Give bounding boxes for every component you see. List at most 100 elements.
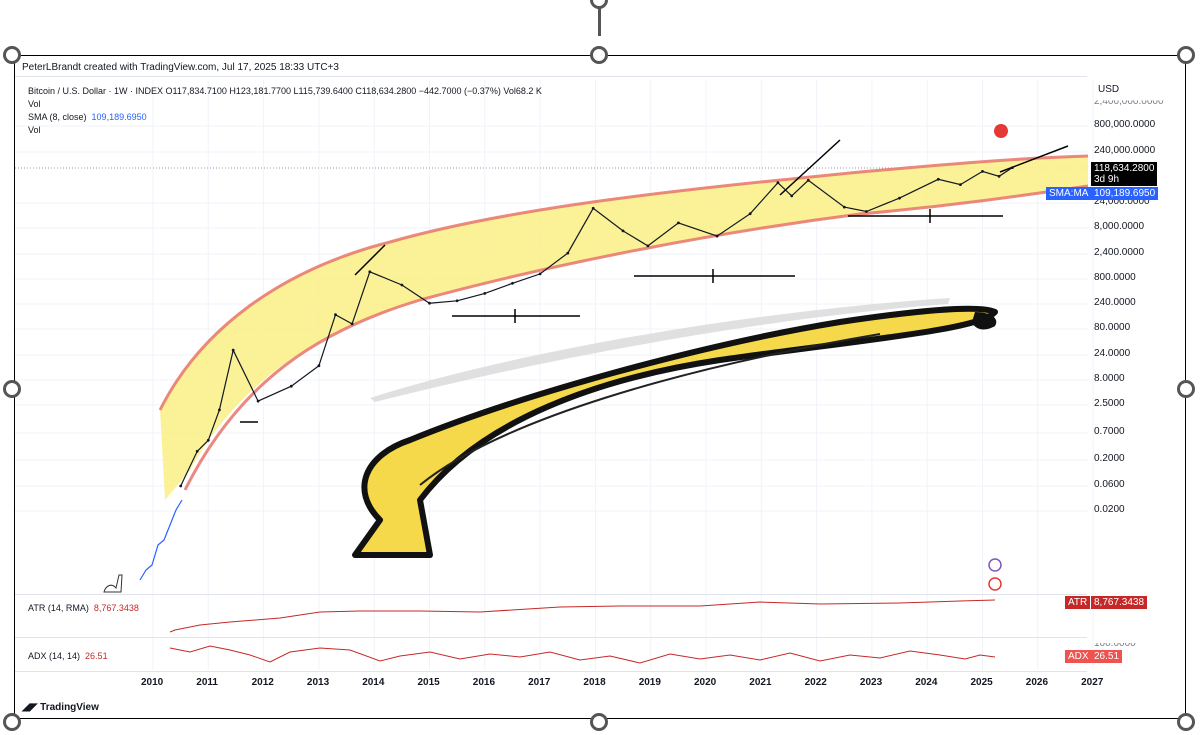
price-point-12 [428, 301, 431, 305]
price-point-29 [898, 196, 901, 200]
time-axis-label: 2021 [749, 677, 772, 688]
resize-handle-middle-right[interactable] [1177, 380, 1195, 398]
resize-handle-middle-left[interactable] [3, 380, 21, 398]
time-axis-label: 2025 [970, 677, 993, 688]
time-axis-label: 2020 [694, 677, 717, 688]
vol-legend-2: Vol [28, 125, 41, 135]
atr-legend[interactable]: ATR (14, RMA) 8,767.3438 [28, 603, 139, 613]
price-point-20 [646, 244, 650, 248]
price-point-26 [806, 178, 810, 182]
atr-legend-label: ATR (14, RMA) [28, 603, 89, 613]
price-point-21 [677, 221, 680, 225]
last-price-tag: 118,634.2800 3d 9h [1091, 162, 1158, 186]
time-axis-label: 2027 [1081, 677, 1104, 688]
price-label-top-partial: 2,400,000.0000 [1094, 96, 1164, 107]
price-point-4 [231, 348, 235, 352]
atr-legend-value: 8,767.3438 [93, 603, 139, 613]
time-axis-label: 2024 [915, 677, 938, 688]
price-point-19 [621, 229, 625, 233]
adx-legend[interactable]: ADX (14, 14) 26.51 [28, 651, 108, 661]
sma-legend[interactable]: SMA (8, close) 109,189.6950 [28, 112, 147, 122]
price-point-0 [179, 484, 183, 488]
resize-handle-bottom-left[interactable] [3, 713, 21, 731]
price-axis-label: 0.0200 [1094, 504, 1125, 515]
price-axis-label: 24,000.0000 [1094, 196, 1150, 207]
adx-legend-value: 26.51 [85, 651, 108, 661]
price-point-18 [591, 206, 595, 210]
resize-stem [598, 0, 601, 36]
tradingview-logo[interactable]: ◢◤ TradingView [22, 702, 99, 713]
resize-handle-top-left[interactable] [3, 46, 21, 64]
price-point-3 [218, 408, 221, 412]
trend-line-2013 [354, 244, 386, 276]
resize-handle-top-center[interactable] [590, 46, 608, 64]
time-axis-label: 2013 [306, 677, 330, 688]
sma-axis-tag-value: 109,189.6950 [1091, 187, 1159, 200]
trend-line-2021 [779, 139, 841, 196]
price-point-27 [842, 205, 846, 209]
price-point-15 [511, 281, 514, 285]
price-axis-label: 0.2000 [1094, 453, 1125, 464]
price-point-30 [936, 177, 940, 181]
time-axis-divider [15, 671, 1087, 672]
time-axis-label: 2023 [859, 677, 883, 688]
price-point-32 [981, 170, 984, 173]
time-axis-label: 2016 [472, 677, 496, 688]
alert-emoji-icon [994, 124, 1008, 138]
time-axis-label: 2026 [1025, 677, 1049, 688]
adx-axis-tag: ADX [1065, 650, 1092, 663]
sma-axis-tag-label: SMA:MA [1046, 187, 1092, 200]
price-point-11 [400, 283, 404, 287]
lightning-icon [988, 558, 1002, 572]
time-axis-label: 2011 [196, 677, 218, 688]
price-point-10 [368, 270, 372, 274]
time-axis-label: 2012 [251, 677, 274, 688]
price-point-34 [1011, 166, 1014, 170]
banana-shadow [370, 298, 950, 402]
adx-line [169, 645, 996, 664]
price-point-25 [790, 194, 794, 198]
price-point-9 [350, 322, 354, 326]
time-axis-label: 2010 [141, 677, 164, 688]
price-point-24 [776, 181, 780, 185]
price-point-6 [289, 384, 293, 388]
price-axis-label: 80.0000 [1094, 322, 1131, 333]
channel-upper-edge [158, 154, 1089, 411]
chart-credit: PeterLBrandt created with TradingView.co… [22, 62, 339, 73]
price-point-23 [748, 212, 752, 216]
time-axis-label: 2015 [417, 677, 440, 688]
symbol-legend[interactable]: Bitcoin / U.S. Dollar · 1W · INDEX O117,… [28, 86, 542, 96]
resize-handle-top-right[interactable] [1177, 46, 1195, 64]
atr-line [169, 599, 996, 633]
price-axis-label: 240.0000 [1094, 297, 1136, 308]
price-point-16 [538, 272, 542, 276]
banana-ridge [419, 333, 881, 486]
price-axis-label: 800,000.0000 [1094, 119, 1156, 130]
sma-legend-label: SMA (8, close) [28, 112, 87, 122]
time-axis-label: 2019 [638, 677, 661, 688]
price-axis-label: 8,000.0000 [1094, 221, 1145, 232]
price-axis-label: 800.0000 [1094, 272, 1136, 283]
resize-handle-top[interactable] [590, 0, 608, 9]
price-point-8 [334, 313, 337, 317]
price-point-28 [865, 210, 868, 213]
price-point-14 [483, 292, 487, 295]
price-point-7 [317, 364, 321, 368]
price-point-13 [455, 299, 459, 303]
atr-axis-tag: ATR [1065, 596, 1091, 609]
resize-handle-bottom-center[interactable] [590, 713, 608, 731]
adx-pane-divider [15, 637, 1087, 638]
currency-label[interactable]: USD [1098, 84, 1120, 95]
price-point-22 [715, 234, 719, 238]
price-point-2 [206, 438, 210, 442]
resize-handle-bottom-right[interactable] [1177, 713, 1195, 731]
channel-lower-edge [183, 184, 1089, 491]
banana-tip [972, 312, 997, 330]
atr-pane-divider [15, 594, 1087, 595]
price-point-31 [959, 183, 962, 187]
time-axis-label: 2022 [804, 677, 827, 688]
tradingview-logo-text: TradingView [40, 702, 99, 713]
price-axis-label: 240,000.0000 [1094, 145, 1156, 156]
adx-axis-top: 100.0000 [1094, 638, 1136, 649]
